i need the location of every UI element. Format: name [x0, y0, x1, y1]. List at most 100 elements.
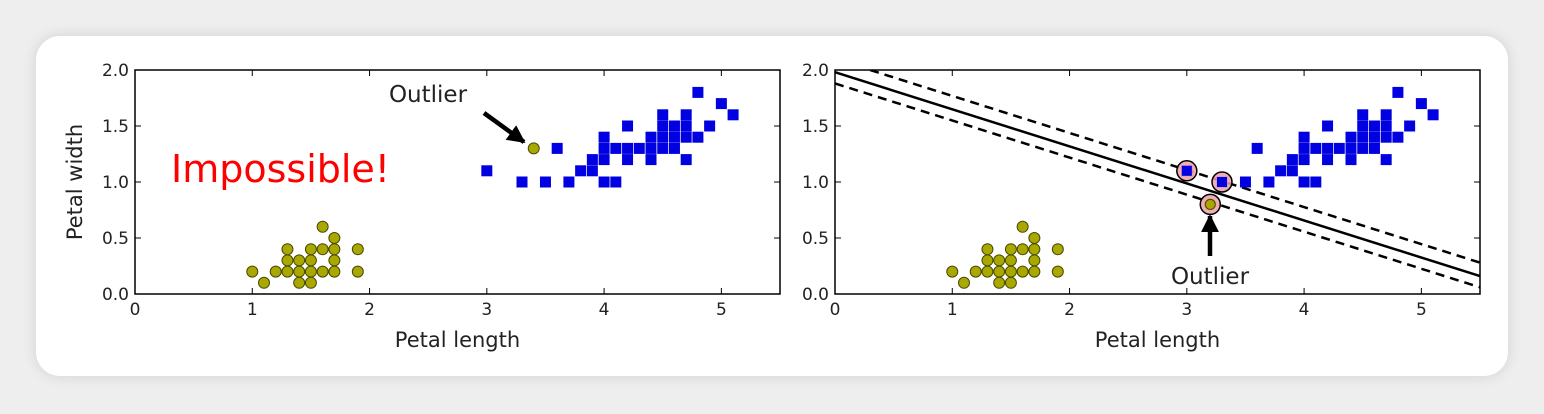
- left-y-tick-label: 0.0: [102, 285, 129, 305]
- right-y-tick-label: 1.0: [802, 173, 829, 193]
- square-point: [1415, 98, 1427, 110]
- square-point: [1357, 109, 1369, 121]
- square-point: [1298, 176, 1310, 188]
- circle-point: [527, 142, 540, 155]
- left-y-tick-label: 2.0: [102, 61, 129, 81]
- right-svm-lines: [835, 70, 1480, 289]
- left-x-tick-label: 4: [599, 300, 610, 320]
- square-point: [539, 176, 551, 188]
- right-y-tick-label: 0.0: [802, 285, 829, 305]
- circle-point: [1028, 254, 1041, 267]
- square-point: [633, 142, 645, 154]
- support-vector-square: [1217, 177, 1227, 187]
- square-point: [668, 120, 680, 132]
- support-vector-circle: [1204, 198, 1216, 210]
- circle-point: [1004, 243, 1017, 256]
- square-point: [1251, 142, 1263, 154]
- square-point: [680, 120, 692, 132]
- circle-point: [328, 243, 341, 256]
- right-x-tick-label: 5: [1416, 300, 1427, 320]
- left-x-tick-label: 0: [130, 300, 141, 320]
- square-point: [1239, 176, 1251, 188]
- square-point: [622, 142, 634, 154]
- square-point: [1298, 142, 1310, 154]
- circle-point: [351, 265, 364, 278]
- right-x-axis-label: Petal length: [1095, 328, 1220, 352]
- square-point: [1322, 120, 1334, 132]
- circle-point: [958, 276, 970, 289]
- square-point: [586, 165, 598, 177]
- circle-point: [258, 276, 270, 289]
- right-y-tick-label: 1.5: [802, 117, 829, 137]
- circle-point: [946, 265, 959, 278]
- right-panel: 0 1 2 3 4 5 0.0 0.5 1.0 1.5 2.0 Petal length Outli…: [802, 61, 1481, 352]
- square-point: [1286, 165, 1298, 177]
- circle-point: [1051, 243, 1064, 256]
- right-axes-frame: [834, 69, 1481, 295]
- support-vector-square: [1181, 165, 1192, 176]
- margin-line-upper: [869, 70, 1480, 264]
- circle-point: [246, 265, 259, 278]
- impossible-annotation: Impossible!: [171, 147, 390, 191]
- square-point: [1322, 154, 1334, 166]
- square-point: [657, 142, 669, 154]
- right-ticks: 0 1 2 3 4 5 0.0 0.5 1.0 1.5 2.0: [802, 61, 1480, 320]
- square-point: [1380, 131, 1392, 143]
- circle-point: [269, 265, 282, 278]
- square-point: [1345, 131, 1357, 143]
- circle-point: [304, 276, 317, 289]
- square-point: [657, 120, 669, 132]
- circle-point: [1051, 265, 1064, 278]
- square-point: [1392, 131, 1404, 143]
- square-point: [1322, 142, 1334, 154]
- right-y-tick-label: 2.0: [802, 61, 829, 81]
- left-outlier-arrow: [482, 111, 526, 144]
- square-point: [704, 120, 716, 132]
- circle-point: [328, 232, 341, 244]
- square-point: [610, 176, 622, 188]
- square-point: [1368, 120, 1380, 132]
- circle-point: [281, 265, 294, 278]
- figure-card: 0 1 2 3 4 5 0.0 0.5 1.0 1.5 2.0 Petal length Petal…: [36, 36, 1508, 376]
- square-point: [692, 86, 704, 98]
- right-x-tick-label: 0: [830, 300, 841, 320]
- square-point: [727, 109, 739, 121]
- square-point: [1380, 120, 1392, 132]
- square-point: [645, 142, 657, 154]
- circle-point: [993, 276, 1006, 289]
- left-x-axis-label: Petal length: [395, 328, 520, 352]
- circle-point: [304, 254, 317, 267]
- right-x-tick-label: 4: [1299, 300, 1310, 320]
- square-point: [680, 131, 692, 143]
- circle-point: [1028, 265, 1041, 278]
- circle-point: [316, 220, 329, 233]
- circle-point: [1004, 254, 1017, 267]
- circle-point: [981, 265, 994, 278]
- square-point: [598, 176, 610, 188]
- square-point: [622, 120, 634, 132]
- square-point: [586, 154, 598, 166]
- square-point: [575, 165, 587, 177]
- left-y-tick-label: 1.5: [102, 117, 129, 137]
- left-x-tick-label: 3: [481, 300, 492, 320]
- circle-point: [981, 254, 994, 267]
- circle-point: [1016, 220, 1029, 233]
- square-point: [1380, 154, 1392, 166]
- circle-point: [969, 265, 982, 278]
- circle-point: [304, 265, 317, 278]
- circle-point: [328, 254, 341, 267]
- circle-point: [293, 254, 306, 267]
- square-point: [1310, 142, 1322, 154]
- circle-point: [293, 265, 306, 278]
- left-outlier-annotation: Outlier: [389, 82, 468, 108]
- square-point: [1263, 176, 1275, 188]
- square-point: [1298, 154, 1310, 166]
- square-point: [715, 98, 727, 110]
- circle-point: [351, 243, 364, 256]
- square-point: [1286, 154, 1298, 166]
- square-point: [610, 142, 622, 154]
- left-x-tick-label: 1: [247, 300, 258, 320]
- square-point: [1392, 86, 1404, 98]
- left-y-axis-label: Petal width: [63, 124, 87, 240]
- left-y-tick-label: 1.0: [102, 173, 129, 193]
